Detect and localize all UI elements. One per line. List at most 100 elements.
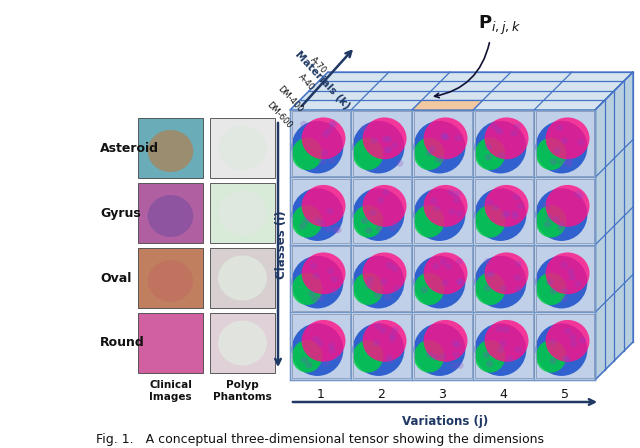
Ellipse shape bbox=[414, 138, 444, 170]
Bar bbox=[291, 314, 349, 379]
Ellipse shape bbox=[328, 120, 336, 127]
Polygon shape bbox=[290, 72, 633, 110]
Text: 1: 1 bbox=[317, 388, 324, 401]
Ellipse shape bbox=[426, 351, 433, 358]
Ellipse shape bbox=[424, 252, 467, 294]
Ellipse shape bbox=[148, 130, 193, 172]
Text: Gyrus: Gyrus bbox=[100, 207, 141, 220]
Ellipse shape bbox=[544, 221, 552, 228]
Ellipse shape bbox=[324, 225, 332, 232]
Ellipse shape bbox=[507, 356, 514, 363]
Bar bbox=[138, 118, 203, 178]
Bar bbox=[138, 183, 203, 243]
Ellipse shape bbox=[391, 265, 398, 272]
Polygon shape bbox=[290, 110, 595, 380]
Bar bbox=[536, 112, 593, 176]
Ellipse shape bbox=[311, 295, 319, 302]
Ellipse shape bbox=[488, 271, 495, 278]
Text: Asteroid: Asteroid bbox=[100, 142, 159, 155]
Ellipse shape bbox=[292, 205, 323, 237]
Polygon shape bbox=[412, 100, 483, 110]
Text: 4: 4 bbox=[500, 388, 508, 401]
Ellipse shape bbox=[323, 360, 330, 366]
Ellipse shape bbox=[363, 320, 406, 362]
Text: 3: 3 bbox=[438, 388, 447, 401]
Ellipse shape bbox=[440, 133, 447, 139]
Ellipse shape bbox=[328, 157, 335, 164]
Ellipse shape bbox=[484, 117, 529, 159]
Ellipse shape bbox=[455, 134, 462, 142]
Ellipse shape bbox=[548, 339, 556, 345]
Ellipse shape bbox=[500, 285, 507, 292]
Bar bbox=[353, 314, 410, 379]
Ellipse shape bbox=[388, 336, 396, 342]
Bar bbox=[138, 313, 203, 373]
Ellipse shape bbox=[554, 147, 561, 154]
Ellipse shape bbox=[439, 353, 446, 360]
Ellipse shape bbox=[312, 272, 320, 279]
Ellipse shape bbox=[389, 225, 396, 232]
Ellipse shape bbox=[496, 326, 503, 332]
Ellipse shape bbox=[486, 361, 493, 367]
Ellipse shape bbox=[424, 185, 467, 227]
Ellipse shape bbox=[384, 294, 391, 301]
Ellipse shape bbox=[301, 117, 346, 159]
Ellipse shape bbox=[322, 131, 329, 138]
Ellipse shape bbox=[330, 121, 337, 128]
Ellipse shape bbox=[316, 340, 324, 346]
Ellipse shape bbox=[148, 195, 193, 237]
Bar bbox=[474, 179, 532, 244]
Ellipse shape bbox=[452, 351, 460, 358]
Text: Classes (i): Classes (i) bbox=[275, 211, 289, 279]
Ellipse shape bbox=[511, 210, 518, 217]
Ellipse shape bbox=[426, 149, 433, 156]
Ellipse shape bbox=[303, 217, 310, 224]
Ellipse shape bbox=[559, 159, 566, 165]
Ellipse shape bbox=[562, 356, 570, 362]
Bar bbox=[413, 179, 472, 244]
Bar bbox=[291, 112, 349, 176]
Ellipse shape bbox=[561, 138, 568, 144]
Bar bbox=[210, 313, 275, 373]
Bar bbox=[353, 112, 410, 176]
Ellipse shape bbox=[484, 271, 492, 278]
Ellipse shape bbox=[574, 281, 582, 288]
Ellipse shape bbox=[550, 288, 557, 295]
Ellipse shape bbox=[299, 223, 307, 229]
Ellipse shape bbox=[515, 260, 522, 267]
Ellipse shape bbox=[353, 205, 383, 237]
Bar bbox=[536, 179, 593, 244]
Ellipse shape bbox=[391, 142, 399, 149]
Bar bbox=[291, 246, 349, 311]
Ellipse shape bbox=[577, 139, 584, 146]
Ellipse shape bbox=[385, 136, 392, 142]
Ellipse shape bbox=[442, 280, 449, 286]
Ellipse shape bbox=[312, 336, 320, 343]
Ellipse shape bbox=[497, 128, 504, 135]
Bar bbox=[353, 112, 410, 176]
Bar bbox=[210, 118, 275, 178]
Text: A-70: A-70 bbox=[308, 55, 328, 75]
Ellipse shape bbox=[499, 340, 506, 347]
Ellipse shape bbox=[516, 202, 524, 209]
Ellipse shape bbox=[536, 256, 588, 309]
Bar bbox=[291, 112, 349, 176]
Ellipse shape bbox=[490, 122, 497, 129]
Ellipse shape bbox=[384, 146, 392, 153]
Ellipse shape bbox=[382, 189, 389, 195]
Ellipse shape bbox=[430, 198, 437, 204]
Bar bbox=[474, 179, 532, 244]
Ellipse shape bbox=[374, 292, 381, 299]
Ellipse shape bbox=[456, 211, 463, 217]
Ellipse shape bbox=[308, 290, 316, 297]
Ellipse shape bbox=[445, 263, 452, 270]
Ellipse shape bbox=[420, 286, 428, 293]
Ellipse shape bbox=[536, 340, 566, 373]
Ellipse shape bbox=[321, 150, 328, 156]
Ellipse shape bbox=[564, 328, 572, 335]
Ellipse shape bbox=[292, 256, 344, 309]
Bar bbox=[210, 183, 275, 243]
Ellipse shape bbox=[483, 351, 490, 358]
Ellipse shape bbox=[353, 188, 404, 241]
Ellipse shape bbox=[376, 225, 383, 232]
